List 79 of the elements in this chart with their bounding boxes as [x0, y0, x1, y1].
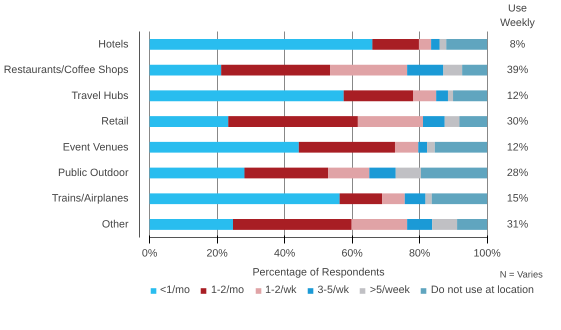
text: 12%: [506, 141, 529, 154]
y-tick-label: Other: [102, 218, 129, 230]
bar: [351, 219, 408, 230]
y-tick-label: Hotels: [98, 38, 129, 50]
bar: [457, 219, 488, 230]
bar: [150, 116, 228, 127]
bar: [298, 142, 395, 153]
bar: [396, 168, 421, 178]
y-tick-label: Trains/Airplanes: [52, 192, 129, 205]
bar: [382, 193, 405, 204]
x-tick-label: 20%: [206, 247, 228, 260]
bar: [448, 90, 454, 102]
text: 12%: [506, 90, 529, 102]
bar: [434, 142, 488, 153]
bar: [444, 116, 460, 127]
y-tick-label: Restaurants/Coffee Shops: [4, 64, 128, 76]
legend-label: <1/mo: [160, 284, 190, 296]
bar: [404, 193, 426, 204]
bar: [413, 90, 436, 102]
bar: [459, 116, 488, 127]
bar: [369, 168, 396, 178]
bar: [372, 38, 419, 50]
bar: [232, 219, 352, 230]
x-tick-label: 80%: [408, 247, 431, 260]
x-tick-label: 100%: [474, 247, 502, 260]
bar: [418, 142, 428, 153]
x-tick-label: 60%: [341, 247, 364, 260]
bar: [344, 90, 414, 102]
bar: [420, 168, 488, 178]
text: N = Varies: [500, 270, 544, 280]
legend-label: Do not use at location: [430, 284, 534, 296]
bar: [150, 193, 340, 204]
bar: [425, 193, 432, 204]
bar: [150, 219, 233, 230]
legend-label: 1-2/wk: [265, 284, 297, 296]
text: 31%: [506, 218, 529, 230]
bar: [407, 219, 432, 230]
bar: [150, 38, 372, 50]
bar: [446, 38, 488, 50]
y-tick-label: Event Venues: [62, 141, 128, 154]
bar: [407, 64, 444, 76]
bar: [423, 116, 445, 127]
bar: [436, 90, 448, 102]
x-tick-label: 0%: [142, 247, 158, 260]
bar: [440, 38, 446, 50]
bar: [427, 142, 435, 153]
bar: [443, 64, 462, 76]
x-tick-label: 40%: [274, 247, 296, 260]
bar: [432, 219, 458, 230]
bar: [150, 90, 344, 102]
text: 28%: [506, 167, 529, 180]
text: Use Weekly: [500, 2, 536, 29]
text: 39%: [506, 64, 529, 76]
bar: [328, 168, 370, 178]
bar: [330, 64, 408, 76]
y-tick-label: Retail: [101, 116, 129, 128]
bar: [221, 64, 330, 76]
bar: [431, 38, 440, 50]
bar: [340, 193, 382, 204]
legend-label: >5/week: [370, 284, 410, 296]
bar: [358, 116, 423, 127]
bar: [453, 90, 488, 102]
bar: [150, 142, 299, 153]
text: 30%: [506, 116, 529, 128]
bar: [432, 193, 488, 204]
bar: [462, 64, 488, 76]
y-tick-label: Travel Hubs: [71, 90, 129, 102]
text: 15%: [506, 192, 529, 205]
bar: [150, 168, 244, 178]
legend-label: 3-5/wk: [318, 284, 349, 296]
legend-label: 1-2/mo: [210, 284, 244, 296]
x-axis-title: Percentage of Respondents: [252, 266, 385, 278]
bar: [418, 38, 432, 50]
text: 8%: [510, 38, 526, 50]
bar: [394, 142, 418, 153]
bar: [244, 168, 328, 178]
bar: [228, 116, 358, 127]
bar: [150, 64, 222, 76]
y-tick-label: Public Outdoor: [58, 167, 129, 180]
